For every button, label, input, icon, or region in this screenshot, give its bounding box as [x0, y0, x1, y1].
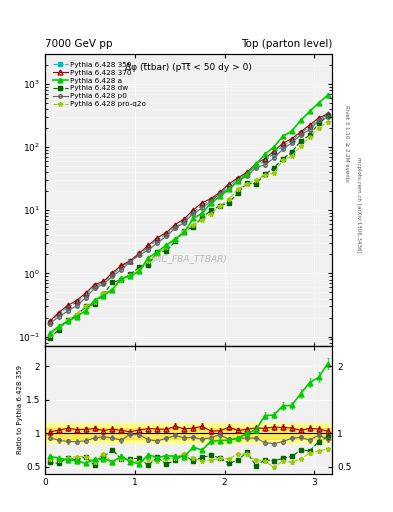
Text: mcplots.cern.ch [arXiv:1306.3436]: mcplots.cern.ch [arXiv:1306.3436] [356, 157, 361, 252]
Text: Top (parton level): Top (parton level) [241, 38, 332, 49]
Text: Δφ (t̅tbar) (pTt̅ < 50 dy > 0): Δφ (t̅tbar) (pTt̅ < 50 dy > 0) [125, 62, 252, 72]
Text: Rivet 3.1.10, ≥ 2.2M events: Rivet 3.1.10, ≥ 2.2M events [344, 105, 349, 182]
Y-axis label: Ratio to Pythia 6.428 359: Ratio to Pythia 6.428 359 [17, 366, 23, 455]
Legend: Pythia 6.428 359, Pythia 6.428 370, Pythia 6.428 a, Pythia 6.428 dw, Pythia 6.42: Pythia 6.428 359, Pythia 6.428 370, Pyth… [51, 60, 148, 109]
Text: (MC_FBA_TTBAR): (MC_FBA_TTBAR) [150, 254, 227, 263]
Text: 7000 GeV pp: 7000 GeV pp [45, 38, 113, 49]
